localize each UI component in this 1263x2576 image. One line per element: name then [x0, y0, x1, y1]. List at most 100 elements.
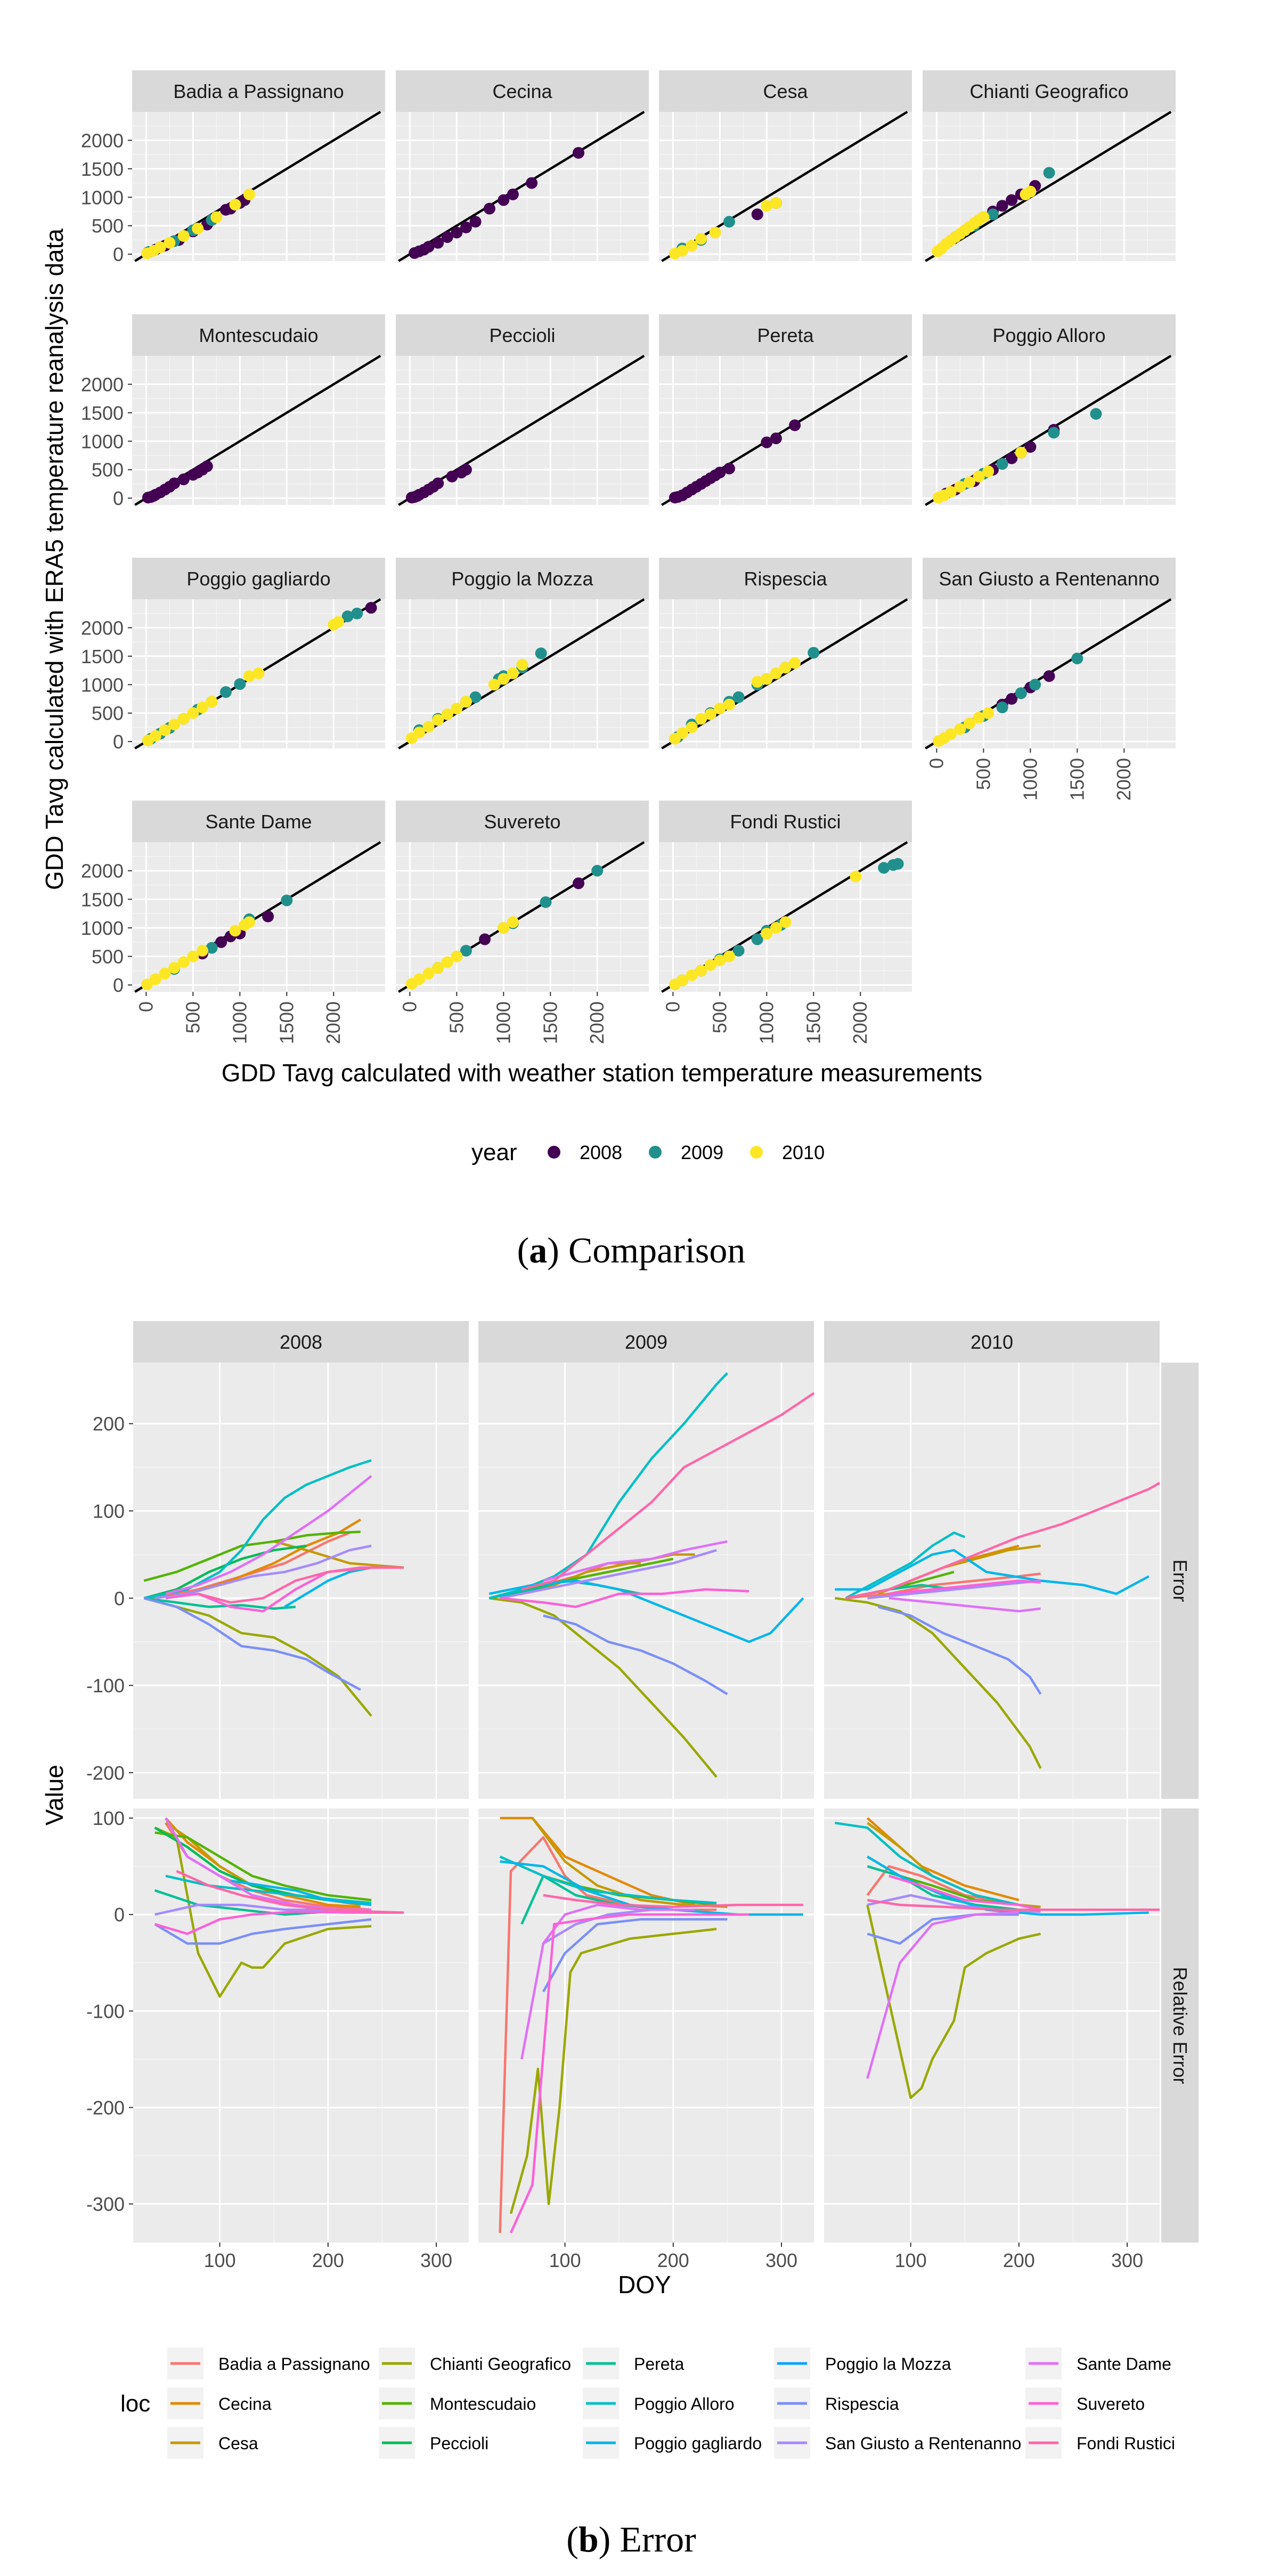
point-2010: [149, 973, 161, 985]
point-2009: [206, 942, 218, 954]
series-line-poggio-gagliardo: [230, 1879, 372, 1906]
facet-title: Cecina: [492, 80, 552, 102]
y-tick-label: 500: [92, 946, 124, 968]
legend-swatch: [548, 1146, 560, 1159]
point-2010: [413, 727, 425, 739]
series-line-rispescia: [543, 1614, 728, 1695]
point-2010: [973, 712, 985, 724]
facet-title: Montescudaio: [199, 324, 318, 346]
facet-2009-relative-error: 100 200 300: [478, 1808, 814, 2271]
point-2010: [441, 708, 453, 720]
series-line-suvereto: [889, 1579, 1041, 1595]
facet-title: Cesa: [763, 80, 808, 102]
facet-strip: [396, 801, 649, 842]
point-2010: [973, 470, 985, 483]
y-tick-label: -300: [86, 2194, 125, 2215]
point-2008: [441, 231, 453, 243]
column-2010: 2010 100 200 300: [824, 1321, 1161, 2271]
panel-a-ylabel: GDD Tavg calculated with ERA5 temperatur…: [40, 229, 68, 890]
point-2010: [210, 211, 223, 223]
x-tick-label: 100: [204, 2249, 236, 2271]
point-2009: [460, 944, 472, 957]
point-2008: [761, 436, 773, 449]
point-2009: [1090, 408, 1102, 420]
point-2010: [723, 698, 735, 711]
point-2009: [987, 208, 999, 221]
facet-strip: [659, 314, 912, 356]
point-2010: [192, 223, 204, 235]
point-2008: [201, 460, 213, 472]
column-strip: [133, 1321, 469, 1363]
point-2010: [704, 959, 716, 971]
caption-b: (b) Error: [566, 2519, 696, 2559]
y-tick-label: 500: [92, 703, 124, 724]
y-tick-label: 1500: [81, 402, 124, 424]
y-tick-label: 1500: [81, 888, 124, 910]
x-tick-label: 2000: [586, 1001, 608, 1044]
column-2008: 2008 -200 -100 0 100 200 -300 -200 -100 0 100 100 20…: [86, 1321, 469, 2271]
facet-strip: [396, 558, 649, 599]
point-2010: [507, 916, 519, 928]
series-line-san-giusto-a-rentenanno: [867, 1579, 1041, 1600]
y-tick-label: -200: [86, 2097, 125, 2118]
series-line-chianti-geografico: [835, 1597, 1042, 1769]
series-line-poggio-alloro: [165, 1874, 372, 1904]
y-tick-label: 0: [114, 1904, 125, 1926]
point-2010: [451, 950, 463, 963]
x-tick-label: 200: [657, 2249, 689, 2271]
x-tick-label: 0: [135, 1001, 157, 1012]
facet-background: [824, 1808, 1160, 2243]
point-2009: [1048, 427, 1060, 439]
y-tick-label: 500: [92, 215, 124, 237]
point-2008: [789, 419, 801, 431]
legend-entry-san-giusto-a-rentenanno: San Giusto a Rentenanno: [774, 2427, 1021, 2459]
legend-entry-chianti-geografico: Chianti Geografico: [379, 2347, 571, 2379]
y-tick-label: 500: [92, 459, 124, 481]
legend-swatch: [649, 1146, 662, 1159]
point-2010: [676, 727, 688, 739]
point-2010: [686, 240, 698, 252]
point-2010: [252, 667, 265, 679]
point-2008: [446, 470, 458, 483]
point-2010: [954, 480, 966, 493]
point-2008: [451, 226, 463, 239]
facet-title: Poggio gagliardo: [186, 568, 330, 590]
series-line-suvereto: [509, 1913, 749, 2233]
legend-entry-rispescia: Rispescia: [774, 2387, 899, 2419]
point-2010: [229, 199, 241, 211]
row-strip-label: Error: [1169, 1560, 1191, 1602]
point-2009: [469, 691, 482, 703]
point-2010: [751, 675, 763, 688]
facet-cecina: Cecina: [396, 70, 649, 262]
point-2008: [1043, 670, 1055, 682]
point-2010: [229, 925, 241, 937]
point-2010: [168, 719, 181, 731]
point-2010: [695, 233, 707, 245]
point-2010: [770, 667, 782, 679]
legend-label: Fondi Rustici: [1077, 2434, 1175, 2453]
comparison-scatter-panel: Badia a Passignano 0 500 1000 1500 2000 Cecina…: [81, 70, 1176, 1044]
facet-strip: [396, 70, 649, 112]
legend-label: Suvereto: [1077, 2394, 1145, 2414]
y-tick-label: -200: [86, 1762, 125, 1784]
svg-text:(b) Error: (b) Error: [566, 2519, 696, 2559]
point-2010: [149, 730, 161, 742]
point-2010: [177, 713, 190, 725]
column-strip: [824, 1321, 1160, 1363]
y-tick-label: 100: [93, 1500, 125, 1522]
point-2010: [761, 673, 773, 685]
facet-rispescia: Rispescia: [659, 558, 912, 749]
point-2009: [219, 686, 232, 698]
facet-title: Peccioli: [489, 324, 555, 346]
legend-entry-2010: 2010: [750, 1142, 825, 1163]
point-2010: [714, 955, 726, 967]
y-tick-label: 2000: [81, 860, 124, 882]
facet-strip: [132, 70, 385, 112]
series-line-rispescia: [143, 1597, 361, 1691]
series-line-sante-dame: [889, 1597, 1041, 1613]
facet-2009-error: [478, 1363, 815, 1799]
point-2010: [954, 723, 966, 735]
point-2010: [977, 211, 990, 223]
y-tick-label: 200: [93, 1413, 125, 1435]
legend-entry-poggio-gagliardo: Poggio gagliardo: [583, 2427, 762, 2459]
